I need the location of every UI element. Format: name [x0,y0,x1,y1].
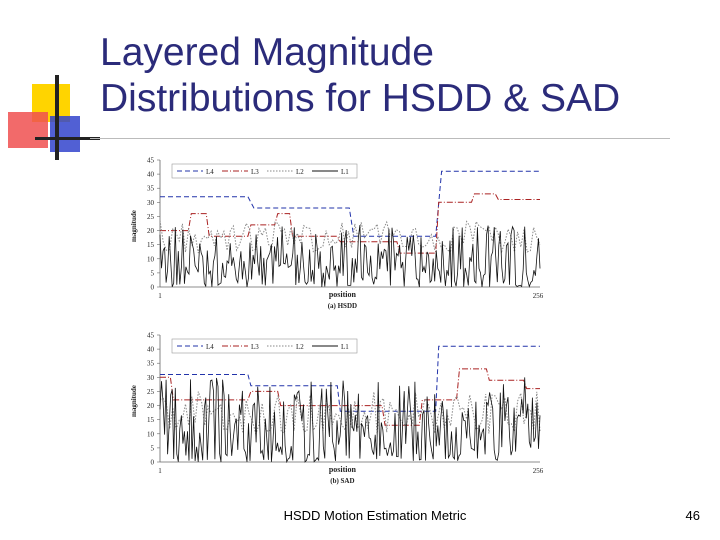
chart-panel-1: 0 5 10 15 20 25 30 35 40 45 1 256 position (a) HSDD ma… [130,157,544,311]
y-tick-label: 15 [147,416,155,424]
legend-label-l3: L3 [251,168,259,176]
x-axis-label: position [329,465,357,474]
legend-label-l2: L2 [296,168,304,176]
y-tick-label: 15 [147,241,155,249]
series-line-l1 [159,377,541,464]
series-line-l3 [160,193,540,254]
title-line-2: Distributions for HSDD & SAD [100,77,621,120]
chart-caption: (b) SAD [330,477,354,485]
slide-title: Layered Magnitude Distributions for HSDD… [100,30,710,122]
series-line-l1 [159,224,541,288]
y-tick-label: 10 [147,430,155,438]
footer-text: HSDD Motion Estimation Metric [283,508,467,523]
legend-label-l4: L4 [206,343,214,351]
y-tick-label: 0 [151,459,155,467]
y-axis-label: magnitude [130,385,138,417]
page-number: 46 [685,508,700,523]
y-tick-label: 30 [147,374,155,382]
y-tick-label: 20 [147,227,155,235]
x-tick-label: 256 [533,292,544,300]
series-line-l4 [160,170,540,237]
legend-box [171,163,358,179]
x-tick-label: 1 [158,467,162,475]
legend-label-l1: L1 [341,168,349,176]
series-line-l4 [160,345,540,412]
chart-figure: 0 5 10 15 20 25 30 35 40 45 1 256 position (a) HSDD ma… [125,150,560,500]
y-tick-label: 25 [147,388,155,396]
legend-label-l1: L1 [341,343,349,351]
y-tick-label: 5 [151,269,155,277]
y-tick-label: 0 [151,284,155,292]
y-tick-label: 35 [147,185,155,193]
chart-panel-2: 0 5 10 15 20 25 30 35 40 45 1 256 position (b) SAD mag… [130,332,544,486]
title-line-1: Layered Magnitude [100,31,434,74]
x-tick-label: 1 [158,292,162,300]
y-tick-label: 35 [147,360,155,368]
y-tick-label: 5 [151,444,155,452]
x-axis-label: position [329,290,357,299]
y-tick-label: 40 [147,346,155,354]
y-tick-label: 10 [147,255,155,263]
y-tick-label: 20 [147,402,155,410]
y-tick-label: 40 [147,171,155,179]
y-tick-label: 30 [147,199,155,207]
title-underline [90,138,670,139]
series-line-l2 [159,220,541,254]
corner-accent-graphic [8,75,100,160]
y-tick-label: 45 [147,157,155,165]
legend-label-l4: L4 [206,168,214,176]
chart-caption: (a) HSDD [328,302,357,310]
y-tick-label: 45 [147,332,155,340]
series-line-l3 [160,368,540,426]
legend-label-l3: L3 [251,343,259,351]
y-tick-label: 25 [147,213,155,221]
legend-label-l2: L2 [296,343,304,351]
y-axis-label: magnitude [130,210,138,242]
corner-accent [0,70,100,170]
legend-box [171,338,358,354]
x-tick-label: 256 [533,467,544,475]
